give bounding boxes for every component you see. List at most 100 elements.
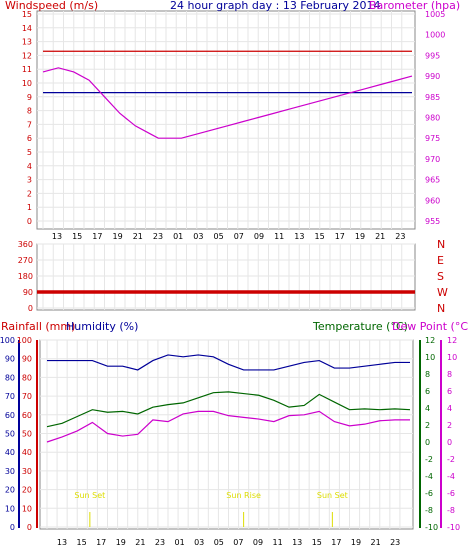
- left-tick-label: 6: [27, 134, 32, 143]
- temperature-axis-label: Temperature (°C): [312, 320, 408, 333]
- rainfall-tick-label: 60: [22, 411, 32, 420]
- right-tick-label: 975: [425, 134, 440, 143]
- x-tick-label: 15: [315, 232, 325, 241]
- dewpoint-tick-label: 10: [447, 353, 457, 362]
- temperature-tick-label: -2: [425, 455, 433, 464]
- x-tick-label: 01: [173, 232, 183, 241]
- rainfall-axis-label: Rainfall (mm): [1, 320, 75, 333]
- temperature-tick-label: 12: [425, 336, 435, 345]
- bottom-panel-frame: [39, 339, 414, 530]
- direction-panel-frame: [36, 243, 416, 311]
- right-tick-label: 955: [425, 217, 440, 226]
- humidity-tick-label: 60: [5, 411, 15, 420]
- dewpoint-tick-label: -8: [447, 506, 455, 515]
- x-tick-label: 07: [233, 538, 243, 547]
- x-tick-label: 13: [294, 232, 304, 241]
- sun-event-label: Sun Set: [317, 491, 348, 500]
- rainfall-tick-label: 100: [17, 336, 32, 345]
- temperature-tick-label: 2: [425, 421, 430, 430]
- left-tick-label: 5: [27, 148, 32, 157]
- compass-label: N: [437, 238, 445, 251]
- left-tick-label: 1: [27, 203, 32, 212]
- humidity-tick-label: 10: [5, 504, 15, 513]
- x-tick-label: 13: [292, 538, 302, 547]
- dewpoint-tick-label: 0: [447, 438, 452, 447]
- x-tick-label: 01: [175, 538, 185, 547]
- left-tick-label: 9: [27, 93, 32, 102]
- x-tick-label: 23: [395, 232, 405, 241]
- top-panel-frame: [36, 10, 416, 230]
- x-tick-label: 19: [113, 232, 123, 241]
- x-tick-label: 09: [253, 538, 263, 547]
- temperature-tick-label: 0: [425, 438, 430, 447]
- x-tick-label: 23: [390, 538, 400, 547]
- sun-event-label: Sun Rise: [226, 491, 261, 500]
- top-grid: [37, 11, 415, 229]
- dewpoint-tick-label: 8: [447, 370, 452, 379]
- rainfall-tick-label: 20: [22, 486, 32, 495]
- humidity-axis-label: Humidity (%): [66, 320, 138, 333]
- compass-label: W: [437, 286, 448, 299]
- right-tick-label: 960: [425, 196, 440, 205]
- direction-tick-label: 360: [18, 240, 33, 249]
- direction-grid: [37, 243, 415, 310]
- x-tick-label: 05: [214, 538, 224, 547]
- x-tick-label: 13: [52, 232, 62, 241]
- dewpoint-tick-label: -10: [447, 523, 460, 532]
- left-tick-label: 0: [27, 217, 32, 226]
- x-tick-label: 11: [274, 232, 284, 241]
- x-tick-label: 21: [133, 232, 143, 241]
- left-tick-label: 13: [22, 38, 32, 47]
- series-line-dew-point: [46, 410, 410, 443]
- temperature-tick-label: -10: [425, 523, 438, 532]
- rainfall-tick-label: 0: [27, 523, 32, 532]
- dewpoint-axis-label: Dew Point (°C): [392, 320, 468, 333]
- left-tick-label: 3: [27, 176, 32, 185]
- humidity-tick-label: 50: [5, 430, 15, 439]
- x-tick-label: 19: [355, 232, 365, 241]
- left-tick-label: 8: [27, 107, 32, 116]
- left-tick-label: 7: [27, 120, 32, 129]
- x-tick-label: 15: [312, 538, 322, 547]
- rainfall-tick-label: 90: [22, 355, 32, 364]
- rainfall-tick-label: 10: [22, 504, 32, 513]
- x-tick-label: 21: [375, 232, 385, 241]
- x-tick-label: 19: [351, 538, 361, 547]
- x-tick-label: 17: [331, 538, 341, 547]
- compass-label: N: [437, 302, 445, 315]
- tick-labels: 0123456789101112131415955960965970975980…: [0, 10, 460, 547]
- temperature-tick-label: 6: [425, 387, 430, 396]
- top-left-axis-label: Windspeed (m/s): [5, 0, 98, 12]
- right-tick-label: 970: [425, 155, 440, 164]
- x-tick-label: 05: [214, 232, 224, 241]
- right-tick-label: 965: [425, 176, 440, 185]
- direction-tick-label: 180: [18, 272, 33, 281]
- temperature-tick-label: -6: [425, 489, 433, 498]
- dewpoint-tick-label: -2: [447, 455, 455, 464]
- rainfall-tick-label: 80: [22, 373, 32, 382]
- bottom-grid: [40, 339, 413, 529]
- right-tick-label: 990: [425, 72, 440, 81]
- left-tick-label: 12: [22, 51, 32, 60]
- humidity-tick-label: 0: [10, 523, 15, 532]
- sun-event-label: Sun Set: [74, 491, 105, 500]
- dewpoint-tick-label: 12: [447, 336, 457, 345]
- x-tick-label: 17: [92, 232, 102, 241]
- temperature-tick-label: -4: [425, 472, 433, 481]
- temperature-tick-label: 8: [425, 370, 430, 379]
- right-tick-label: 985: [425, 93, 440, 102]
- x-tick-label: 15: [77, 538, 87, 547]
- x-tick-label: 21: [135, 538, 145, 547]
- humidity-tick-label: 40: [5, 448, 15, 457]
- humidity-tick-label: 100: [0, 336, 15, 345]
- humidity-tick-label: 20: [5, 486, 15, 495]
- rainfall-tick-label: 70: [22, 392, 32, 401]
- dewpoint-tick-label: 2: [447, 421, 452, 430]
- left-tick-label: 2: [27, 189, 32, 198]
- series-line-humidity: [47, 354, 410, 371]
- rainfall-tick-label: 40: [22, 448, 32, 457]
- dewpoint-tick-label: -6: [447, 489, 455, 498]
- series-line-temperature: [46, 391, 411, 428]
- x-tick-label: 23: [155, 538, 165, 547]
